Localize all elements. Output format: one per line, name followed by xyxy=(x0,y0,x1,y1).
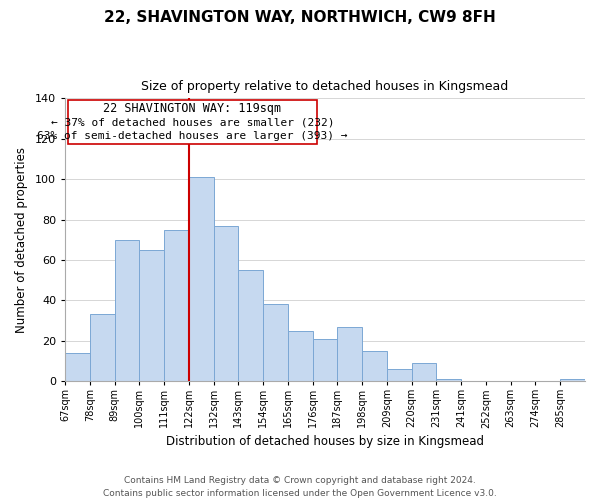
Bar xyxy=(65,353,90,381)
Bar xyxy=(90,314,115,381)
Bar xyxy=(139,250,164,381)
Text: ← 37% of detached houses are smaller (232): ← 37% of detached houses are smaller (23… xyxy=(51,117,334,127)
Bar xyxy=(387,369,412,381)
Bar xyxy=(263,304,288,381)
Text: Contains HM Land Registry data © Crown copyright and database right 2024.
Contai: Contains HM Land Registry data © Crown c… xyxy=(103,476,497,498)
Text: 22 SHAVINGTON WAY: 119sqm: 22 SHAVINGTON WAY: 119sqm xyxy=(103,102,281,114)
FancyBboxPatch shape xyxy=(68,100,317,144)
Bar xyxy=(214,226,238,381)
Bar xyxy=(238,270,263,381)
Text: 22, SHAVINGTON WAY, NORTHWICH, CW9 8FH: 22, SHAVINGTON WAY, NORTHWICH, CW9 8FH xyxy=(104,10,496,25)
Text: 63% of semi-detached houses are larger (393) →: 63% of semi-detached houses are larger (… xyxy=(37,130,348,140)
Bar xyxy=(560,379,585,381)
Bar xyxy=(288,330,313,381)
Bar xyxy=(313,338,337,381)
Bar xyxy=(337,326,362,381)
X-axis label: Distribution of detached houses by size in Kingsmead: Distribution of detached houses by size … xyxy=(166,434,484,448)
Title: Size of property relative to detached houses in Kingsmead: Size of property relative to detached ho… xyxy=(142,80,509,93)
Bar xyxy=(362,351,387,381)
Bar xyxy=(164,230,189,381)
Bar xyxy=(115,240,139,381)
Bar xyxy=(189,177,214,381)
Y-axis label: Number of detached properties: Number of detached properties xyxy=(15,146,28,332)
Bar xyxy=(412,363,436,381)
Bar xyxy=(436,379,461,381)
